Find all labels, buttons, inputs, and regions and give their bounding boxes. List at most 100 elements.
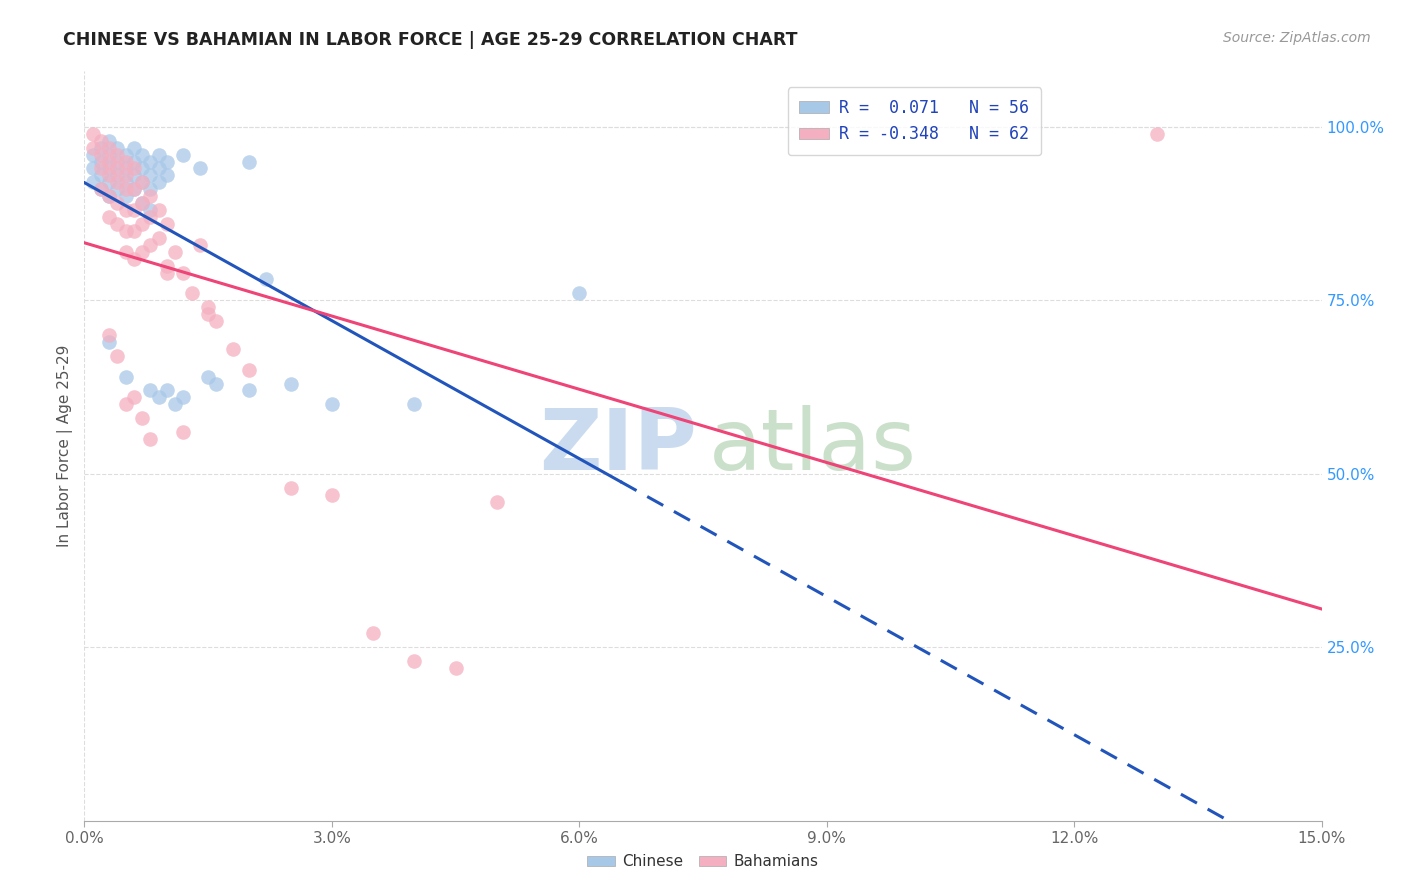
Point	[90, 169, 112, 183]
Point	[82, 161, 104, 176]
Point	[188, 161, 211, 176]
Point	[90, 161, 112, 176]
Point	[238, 154, 260, 169]
Point	[205, 376, 228, 391]
Point	[131, 244, 153, 259]
Point	[90, 182, 112, 196]
Point	[90, 134, 112, 148]
Point	[188, 237, 211, 252]
Point	[156, 217, 179, 231]
Point	[105, 182, 128, 196]
Point	[139, 384, 162, 398]
Point	[122, 161, 145, 176]
Point	[172, 147, 194, 161]
Point	[404, 397, 426, 411]
Point	[98, 175, 121, 189]
Point	[98, 147, 121, 161]
Point	[280, 376, 302, 391]
Point	[114, 244, 136, 259]
Y-axis label: In Labor Force | Age 25-29: In Labor Force | Age 25-29	[58, 345, 73, 547]
Point	[238, 362, 260, 376]
Point	[82, 141, 104, 155]
Point	[114, 397, 136, 411]
Point	[122, 391, 145, 405]
Point	[98, 141, 121, 155]
Legend: R =  0.071   N = 56, R = -0.348   N = 62: R = 0.071 N = 56, R = -0.348 N = 62	[787, 87, 1040, 155]
Point	[148, 175, 170, 189]
Point	[238, 384, 260, 398]
Point	[122, 169, 145, 183]
Point	[139, 237, 162, 252]
Point	[361, 626, 384, 640]
Point	[139, 203, 162, 218]
Point	[148, 161, 170, 176]
Point	[122, 182, 145, 196]
Point	[114, 169, 136, 183]
Point	[105, 175, 128, 189]
Point	[114, 147, 136, 161]
Point	[1146, 127, 1168, 141]
Point	[98, 334, 121, 349]
Point	[122, 154, 145, 169]
Point	[122, 224, 145, 238]
Point	[156, 384, 179, 398]
Point	[205, 314, 228, 328]
Point	[98, 161, 121, 176]
Point	[105, 349, 128, 363]
Point	[148, 391, 170, 405]
Point	[139, 432, 162, 446]
Point	[131, 147, 153, 161]
Point	[114, 369, 136, 384]
Point	[98, 328, 121, 343]
Point	[197, 307, 219, 321]
Point	[131, 196, 153, 211]
Point	[114, 161, 136, 176]
Point	[148, 231, 170, 245]
Point	[485, 494, 508, 508]
Point	[172, 425, 194, 439]
Point	[131, 217, 153, 231]
Point	[105, 196, 128, 211]
Point	[105, 161, 128, 176]
Point	[98, 189, 121, 203]
Point	[105, 147, 128, 161]
Point	[114, 175, 136, 189]
Point	[98, 169, 121, 183]
Point	[172, 391, 194, 405]
Point	[280, 481, 302, 495]
Point	[139, 189, 162, 203]
Point	[156, 154, 179, 169]
Point	[148, 203, 170, 218]
Point	[444, 661, 467, 675]
Point	[82, 147, 104, 161]
Point	[90, 154, 112, 169]
Point	[105, 169, 128, 183]
Point	[98, 189, 121, 203]
Point	[90, 182, 112, 196]
Point	[114, 154, 136, 169]
Point	[98, 154, 121, 169]
Point	[254, 272, 277, 286]
Point	[90, 141, 112, 155]
Point	[172, 266, 194, 280]
Text: ZIP: ZIP	[538, 404, 697, 488]
Point	[180, 286, 202, 301]
Point	[321, 487, 343, 501]
Point	[131, 411, 153, 425]
Point	[114, 224, 136, 238]
Point	[156, 266, 179, 280]
Point	[98, 210, 121, 224]
Point	[165, 244, 187, 259]
Legend: Chinese, Bahamians: Chinese, Bahamians	[581, 848, 825, 875]
Point	[114, 189, 136, 203]
Point	[105, 217, 128, 231]
Point	[114, 203, 136, 218]
Point	[139, 169, 162, 183]
Point	[114, 182, 136, 196]
Point	[131, 175, 153, 189]
Point	[156, 259, 179, 273]
Point	[98, 134, 121, 148]
Point	[197, 369, 219, 384]
Text: Source: ZipAtlas.com: Source: ZipAtlas.com	[1223, 31, 1371, 45]
Point	[197, 300, 219, 314]
